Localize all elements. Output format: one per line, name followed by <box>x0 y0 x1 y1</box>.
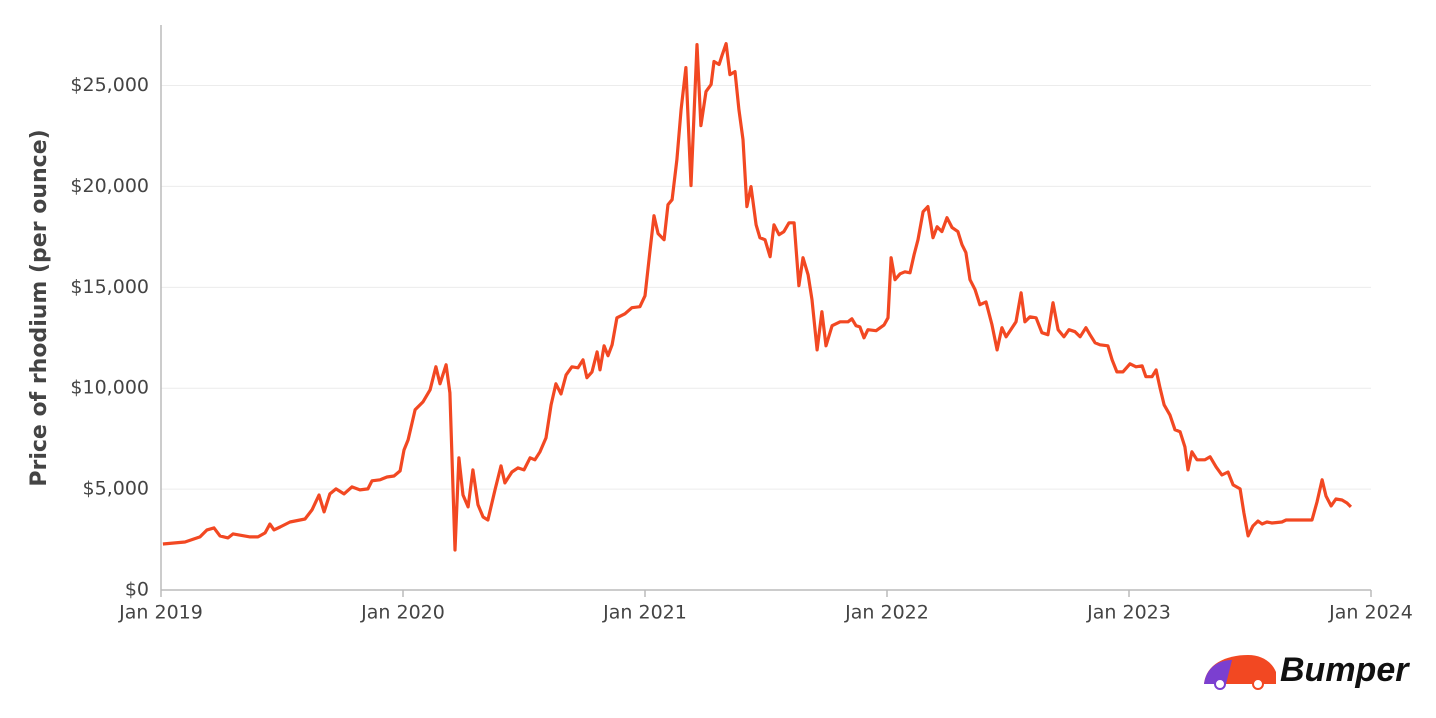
logo: Bumper <box>1204 651 1410 690</box>
line-series <box>162 42 1353 552</box>
y-tick-label: $15,000 <box>70 276 149 298</box>
x-tick-label: Jan 2020 <box>360 602 445 624</box>
y-tick-label: $0 <box>125 579 149 601</box>
y-tick-label: $10,000 <box>70 377 149 399</box>
x-tick-label: Jan 2019 <box>118 602 203 624</box>
y-tick-label: $25,000 <box>70 74 149 96</box>
y-tick-label: $20,000 <box>70 175 149 197</box>
logo-wheel <box>1214 678 1226 690</box>
y-axis-label: Price of rhodium (per ounce) <box>27 129 52 486</box>
x-tick-label: Jan 2023 <box>1086 602 1171 624</box>
x-tick-label: Jan 2021 <box>602 602 687 624</box>
y-tick-label: $5,000 <box>83 478 149 500</box>
logo-text: Bumper <box>1280 651 1410 689</box>
x-tick-label: Jan 2024 <box>1328 602 1413 624</box>
logo-car-accent <box>1204 660 1232 684</box>
logo-wheel <box>1252 678 1264 690</box>
x-tick-label: Jan 2022 <box>844 602 929 624</box>
